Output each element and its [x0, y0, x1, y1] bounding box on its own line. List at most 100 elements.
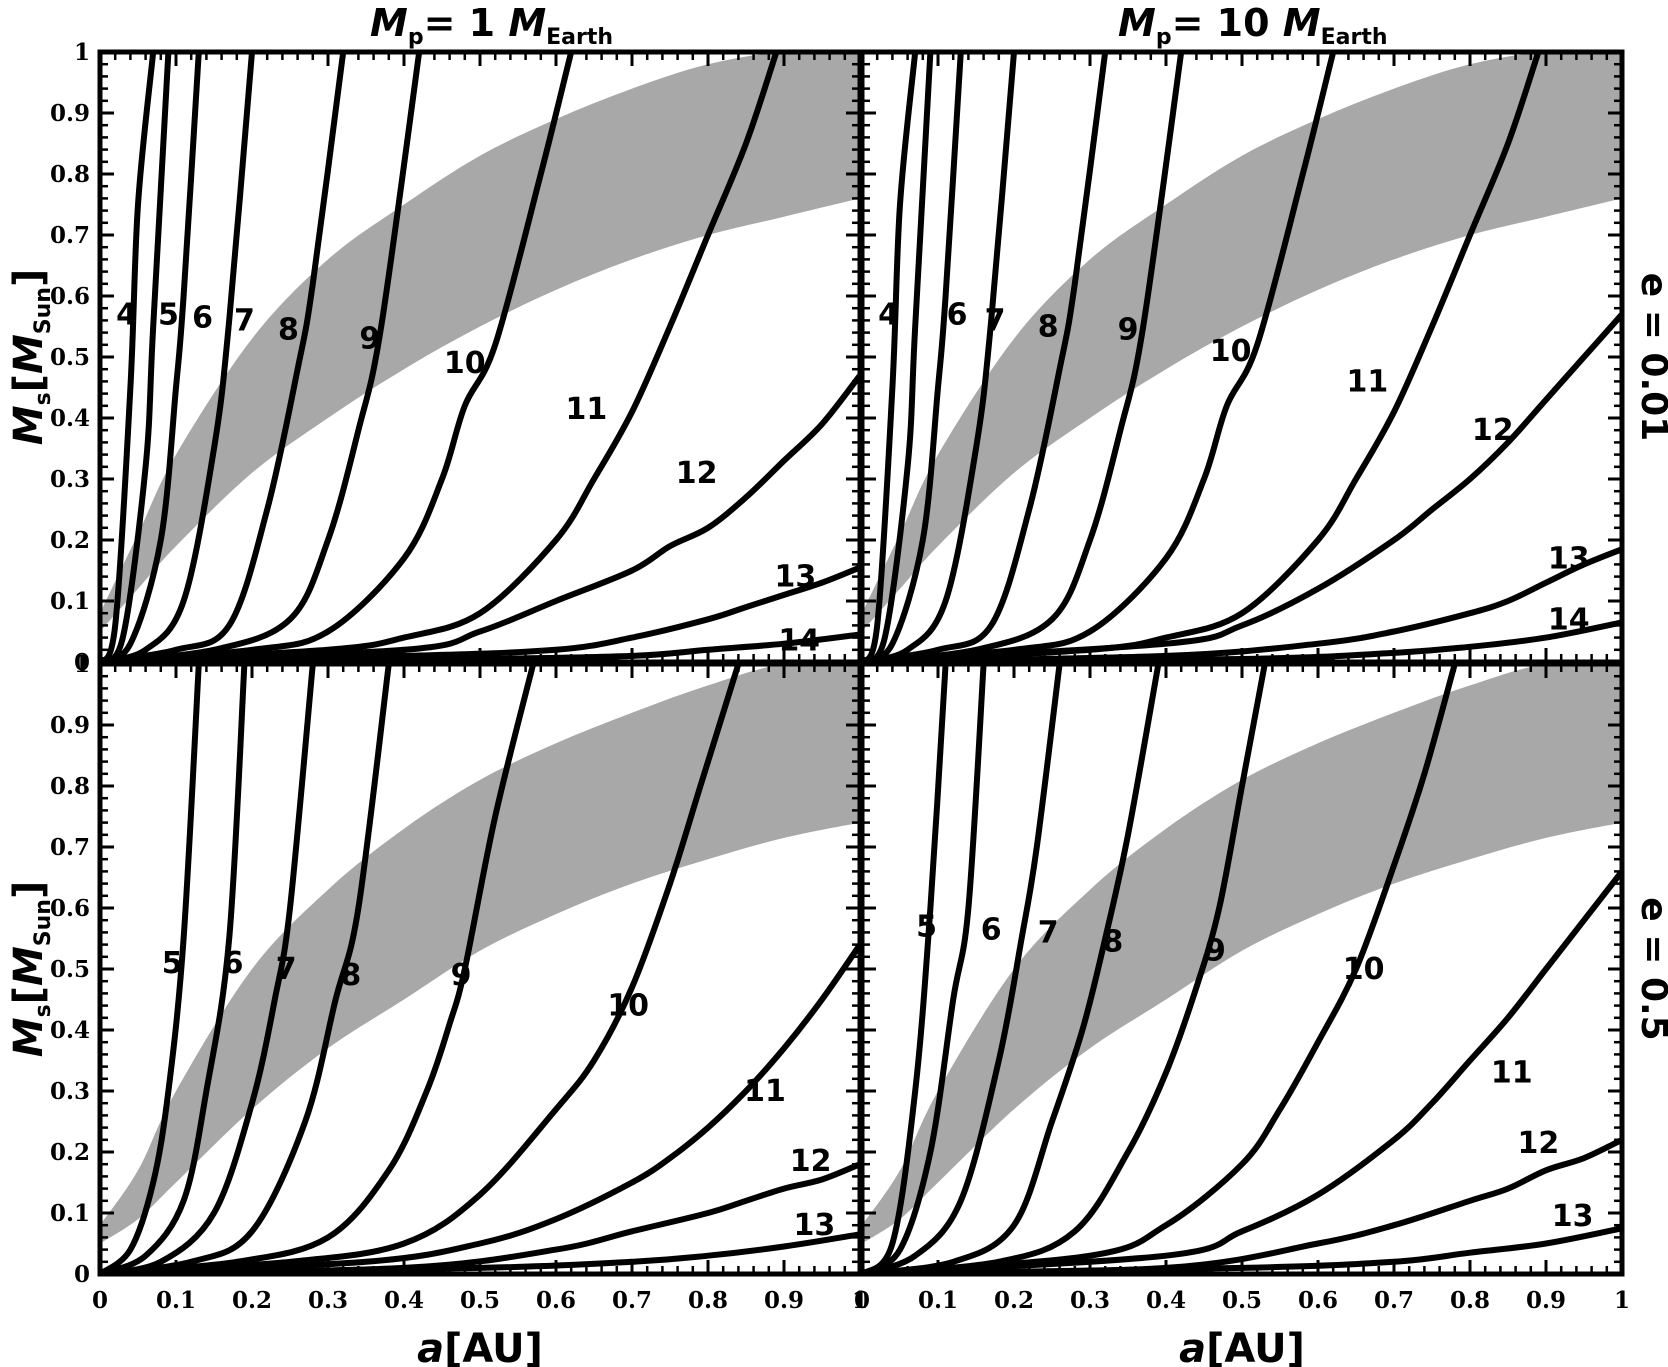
x-tick-label: 1 [852, 1287, 868, 1314]
series-line-6 [862, 664, 987, 1274]
x-tick-label: 1 [1614, 1287, 1630, 1314]
series-line-5 [862, 52, 934, 662]
series-line-10 [100, 52, 575, 662]
series-label-7: 7 [276, 952, 297, 987]
x-tick-label: 0.6 [536, 1287, 576, 1314]
series-line-7 [100, 664, 316, 1274]
series-line-6 [100, 52, 202, 662]
series-line-8 [100, 52, 347, 662]
series-label-9: 9 [359, 322, 380, 357]
x-tick-label: 0.2 [994, 1287, 1034, 1314]
x-tick-label: 0 [92, 1287, 108, 1314]
column-title-right: Mp= 10 MEarth [1118, 1, 1388, 50]
y-tick-label: 0 [74, 649, 90, 676]
series-line-6 [100, 664, 248, 1274]
series-line-8 [100, 664, 392, 1274]
series-line-13 [100, 564, 860, 662]
panel-frame [859, 661, 1625, 1277]
y-tick-label: 0.2 [50, 527, 90, 554]
series-label-7: 7 [985, 303, 1006, 338]
series-label-8: 8 [1102, 925, 1123, 960]
x-tick-label: 0.4 [1146, 1287, 1186, 1314]
series-label-10: 10 [444, 346, 486, 381]
y-tick-label: 0.8 [50, 161, 90, 188]
y-tick-label: 0.9 [50, 100, 90, 127]
series-label-11: 11 [1347, 364, 1389, 399]
series-label-8: 8 [278, 313, 299, 348]
row-label-bottom: e = 0.5 [1633, 897, 1668, 1040]
series-line-13 [100, 1231, 860, 1274]
series-label-10: 10 [1343, 952, 1385, 987]
series-label-9: 9 [1205, 934, 1226, 969]
y-tick-label: 1 [74, 651, 90, 678]
series-line-9 [100, 52, 423, 662]
series-label-8: 8 [1038, 310, 1059, 345]
y-tick-label: 0.5 [50, 344, 90, 371]
series-label-13: 13 [794, 1208, 836, 1243]
series-label-6: 6 [947, 297, 968, 332]
series-line-13 [862, 1225, 1622, 1274]
row-label-top: e = 0.01 [1633, 273, 1668, 441]
series-label-9: 9 [1118, 313, 1139, 348]
y-tick-label: 0.9 [50, 712, 90, 739]
y-tick-label: 0.1 [50, 1200, 90, 1227]
series-label-10: 10 [1210, 334, 1252, 369]
x-tick-label: 0.3 [308, 1287, 348, 1314]
x-tick-label: 0.5 [460, 1287, 500, 1314]
habitable-zone-band [100, 664, 860, 1244]
series-line-9 [862, 52, 1185, 662]
y-tick-label: 0.4 [50, 405, 90, 432]
habitable-zone-band [100, 52, 860, 632]
series-line-11 [100, 52, 780, 662]
series-label-6: 6 [192, 300, 213, 335]
panel-top-right: 4 6 7 8 9 10 11 12 13 14 [859, 49, 1625, 665]
plot-area [100, 664, 860, 1274]
x-tick-label: 0.3 [1070, 1287, 1110, 1314]
series-label-11: 11 [1491, 1056, 1533, 1091]
series-line-9 [100, 664, 537, 1274]
series-line-9 [862, 664, 1268, 1274]
series-line-8 [862, 664, 1162, 1274]
series-label-6: 6 [223, 946, 244, 981]
series-line-7 [862, 664, 1063, 1274]
series-label-5: 5 [916, 909, 937, 944]
y-tick-label: 0.5 [50, 956, 90, 983]
series-label-10: 10 [607, 989, 649, 1024]
y-tick-label: 0.3 [50, 1078, 90, 1105]
x-tick-label: 0.9 [764, 1287, 804, 1314]
y-tick-label: 0 [74, 1261, 90, 1288]
x-tick-label: 0.4 [384, 1287, 424, 1314]
y-tick-label: 0.3 [50, 466, 90, 493]
series-line-11 [100, 941, 860, 1274]
series-label-8: 8 [340, 958, 361, 993]
y-tick-label: 1 [74, 39, 90, 66]
series-line-10 [100, 664, 742, 1274]
series-line-10 [862, 664, 1458, 1274]
y-tick-label: 0.4 [50, 1017, 90, 1044]
y-tick-label: 0.7 [50, 222, 90, 249]
series-line-11 [862, 868, 1622, 1274]
x-tick-label: 0.7 [1374, 1287, 1414, 1314]
y-tick-label: 0.1 [50, 588, 90, 615]
series-label-12: 12 [790, 1144, 832, 1179]
series-label-13: 13 [775, 560, 817, 595]
series-line-8 [862, 52, 1109, 662]
series-label-11: 11 [566, 392, 608, 427]
plot-area [862, 52, 1622, 662]
series-label-11: 11 [744, 1074, 786, 1109]
series-label-6: 6 [981, 912, 1002, 947]
y-tick-label: 0.6 [50, 283, 90, 310]
series-line-6 [862, 52, 964, 662]
series-label-4: 4 [878, 297, 899, 332]
x-tick-label: 0.2 [232, 1287, 272, 1314]
series-line-5 [100, 52, 172, 662]
series-label-5: 5 [162, 946, 183, 981]
habitable-zone-band [862, 52, 1622, 632]
series-label-4: 4 [116, 297, 137, 332]
x-tick-label: 0 [854, 1287, 870, 1314]
x-tick-label: 0.1 [918, 1287, 958, 1314]
y-tick-label: 0.2 [50, 1139, 90, 1166]
